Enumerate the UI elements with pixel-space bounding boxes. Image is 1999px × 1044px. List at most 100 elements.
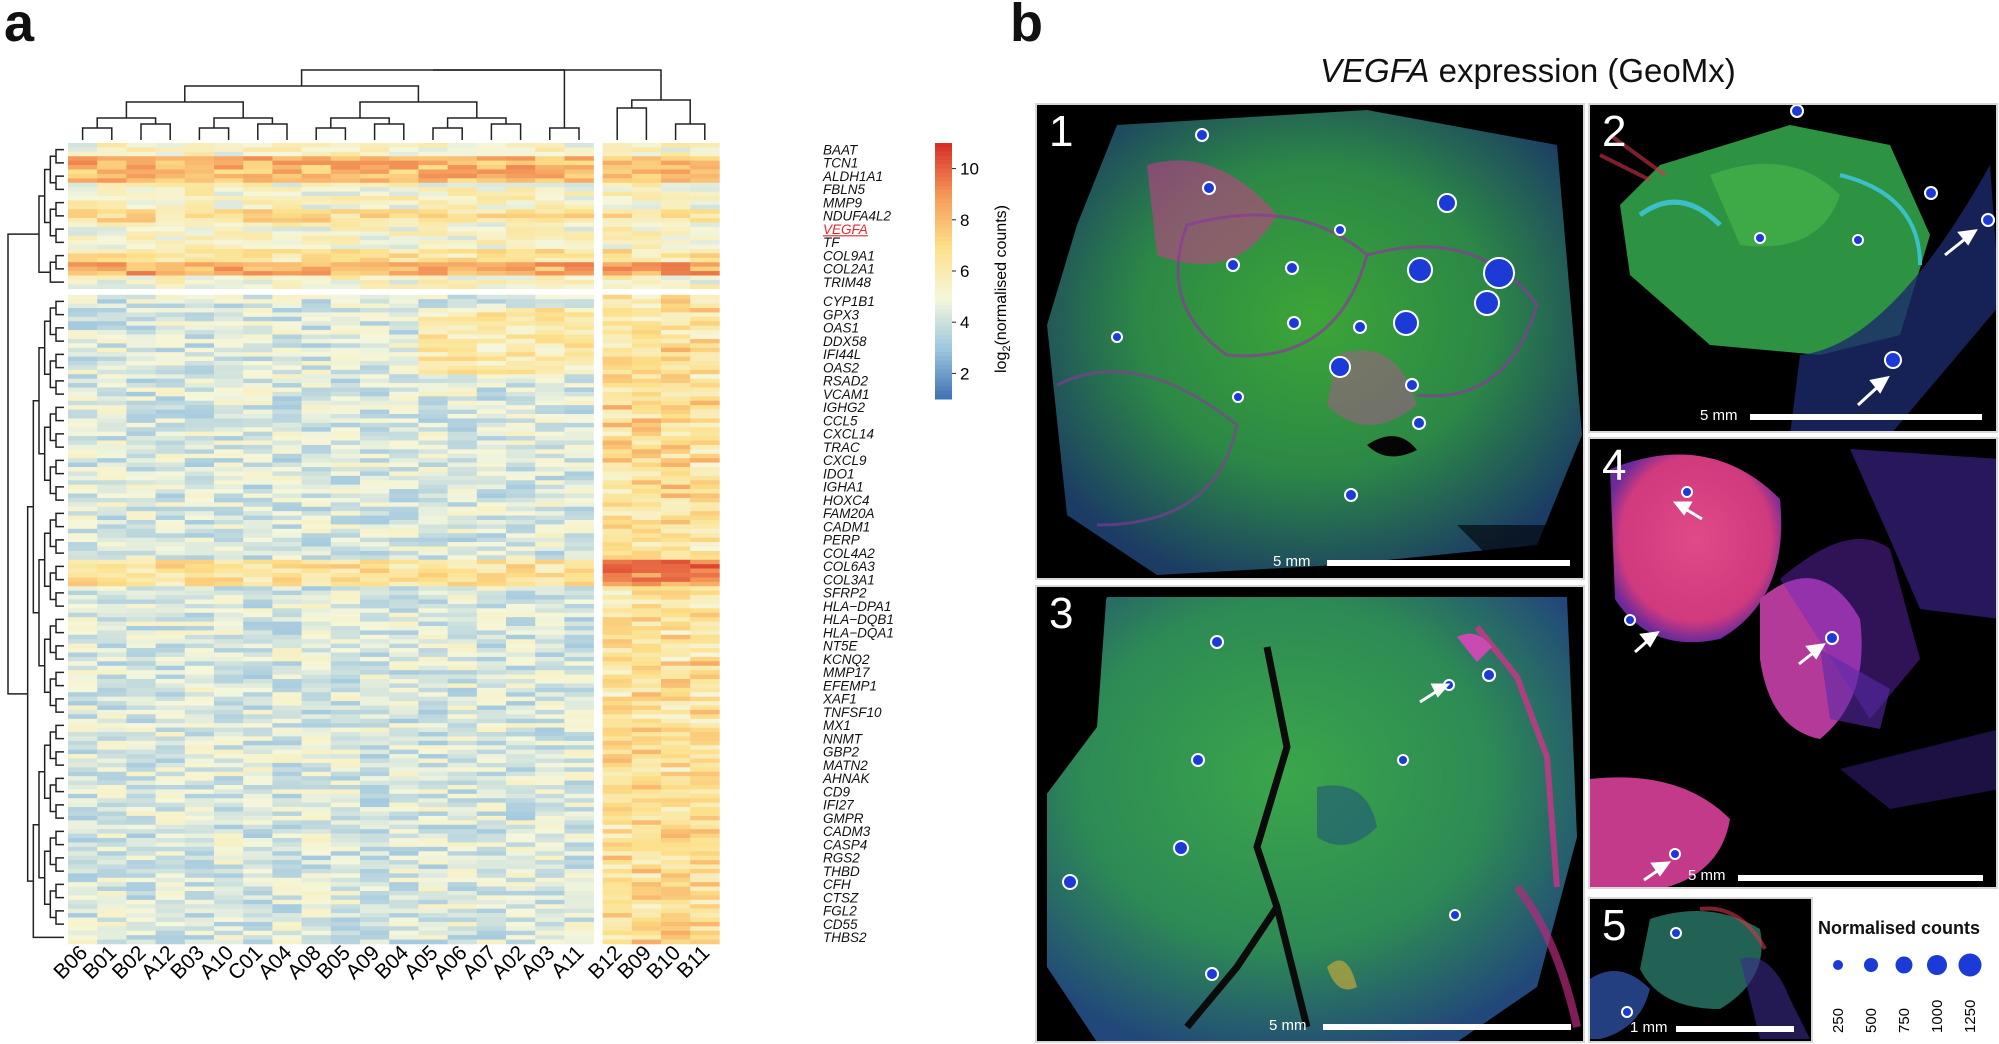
heatmap-cell xyxy=(535,891,565,896)
heatmap-cell xyxy=(68,648,98,653)
heatmap-cell xyxy=(126,147,156,153)
heatmap-cell xyxy=(447,886,478,892)
heatmap-cell xyxy=(535,674,565,680)
heatmap-cell xyxy=(535,369,565,375)
heatmap-cell xyxy=(447,257,478,263)
heatmap-cell xyxy=(506,776,536,781)
heatmap-cell xyxy=(661,169,691,175)
colorbar-segment xyxy=(935,232,952,238)
heatmap-cell xyxy=(184,550,215,556)
heatmap-cell xyxy=(506,749,536,755)
heatmap-cell xyxy=(97,493,127,499)
heatmap-cell xyxy=(126,904,156,909)
heatmap-cell xyxy=(690,595,720,600)
heatmap-cell xyxy=(243,422,273,428)
heatmap-cell xyxy=(243,160,273,166)
heatmap-cell xyxy=(418,692,448,697)
heatmap-cell xyxy=(97,352,127,357)
heatmap-cell xyxy=(602,930,633,936)
heatmap-cell xyxy=(155,253,186,259)
row-dendrogram-branch xyxy=(38,347,45,455)
heatmap-cell xyxy=(535,253,565,259)
heatmap-cell xyxy=(272,502,302,508)
heatmap-cell xyxy=(535,471,565,477)
heatmap-cell xyxy=(447,165,478,170)
heatmap-cell xyxy=(243,262,273,267)
heatmap-cell xyxy=(184,829,215,834)
heatmap-cell xyxy=(476,762,507,768)
heatmap-cell xyxy=(506,352,536,357)
heatmap-cell xyxy=(661,249,691,254)
heatmap-cell xyxy=(184,674,215,680)
colorbar-segment xyxy=(935,275,952,281)
heatmap-cell xyxy=(389,400,419,406)
heatmap-cell xyxy=(602,793,633,799)
heatmap-cell xyxy=(214,767,244,773)
heatmap-cell xyxy=(631,453,662,459)
heatmap-cell xyxy=(155,400,186,406)
heatmap-cell xyxy=(476,780,507,786)
heatmap-cell xyxy=(506,846,536,852)
heatmap-cell xyxy=(301,436,332,441)
heatmap-cell xyxy=(184,838,215,843)
heatmap-cell xyxy=(564,178,594,184)
heatmap-cell xyxy=(243,524,273,530)
heatmap-cell xyxy=(631,334,662,340)
heatmap-cell xyxy=(184,156,215,161)
row-label-hla-dqa1: HLA−DQA1 xyxy=(823,625,894,640)
column-dendrogram-branch xyxy=(315,127,347,140)
heatmap-cell xyxy=(68,815,98,821)
heatmap-cell xyxy=(631,537,662,543)
heatmap-cell xyxy=(214,453,244,459)
heatmap-cell xyxy=(301,431,332,437)
heatmap-cell xyxy=(301,921,332,927)
heatmap-cell xyxy=(184,436,215,441)
heatmap-cell xyxy=(564,257,594,263)
heatmap-cell xyxy=(602,701,633,706)
heatmap-cell xyxy=(272,405,302,410)
heatmap-cell xyxy=(690,511,720,516)
heatmap-cell xyxy=(330,524,361,530)
heatmap-cell xyxy=(661,151,691,157)
heatmap-cell xyxy=(564,573,594,578)
heatmap-cell xyxy=(126,939,156,945)
heatmap-cell xyxy=(690,524,720,530)
heatmap-cell xyxy=(631,436,662,441)
heatmap-cell xyxy=(631,347,662,353)
heatmap-cell xyxy=(360,537,390,543)
heatmap-cell xyxy=(447,573,478,578)
heatmap-cell xyxy=(68,780,98,786)
heatmap-cell xyxy=(447,705,478,711)
heatmap-cell xyxy=(184,595,215,600)
heatmap-cell xyxy=(155,321,186,326)
heatmap-cell xyxy=(330,409,361,415)
heatmap-cell xyxy=(126,758,156,764)
heatmap-cell xyxy=(126,191,156,197)
heatmap-cell xyxy=(214,462,244,468)
heatmap-cell xyxy=(97,573,127,578)
heatmap-cell xyxy=(661,436,691,441)
heatmap-cell xyxy=(68,599,98,605)
heatmap-cell xyxy=(602,860,633,865)
heatmap-cell xyxy=(97,846,127,852)
heatmap-cell xyxy=(360,776,390,781)
heatmap-cell xyxy=(214,275,244,281)
heatmap-cell xyxy=(330,533,361,538)
heatmap-cell xyxy=(97,226,127,232)
heatmap-cell xyxy=(126,617,156,622)
heatmap-cell xyxy=(155,489,186,494)
heatmap-cell xyxy=(301,648,332,653)
heatmap-cell xyxy=(564,670,594,675)
heatmap-cell xyxy=(126,891,156,896)
heatmap-cell xyxy=(243,338,273,344)
heatmap-cell xyxy=(68,524,98,530)
heatmap-cell xyxy=(301,422,332,428)
heatmap-cell xyxy=(360,603,390,609)
heatmap-cell xyxy=(184,271,215,276)
heatmap-cell xyxy=(564,480,594,485)
heatmap-cell xyxy=(506,347,536,353)
heatmap-cell xyxy=(97,253,127,259)
heatmap-cell xyxy=(389,771,419,777)
row-dendrogram-branch xyxy=(55,830,64,846)
heatmap-cell xyxy=(155,727,186,733)
